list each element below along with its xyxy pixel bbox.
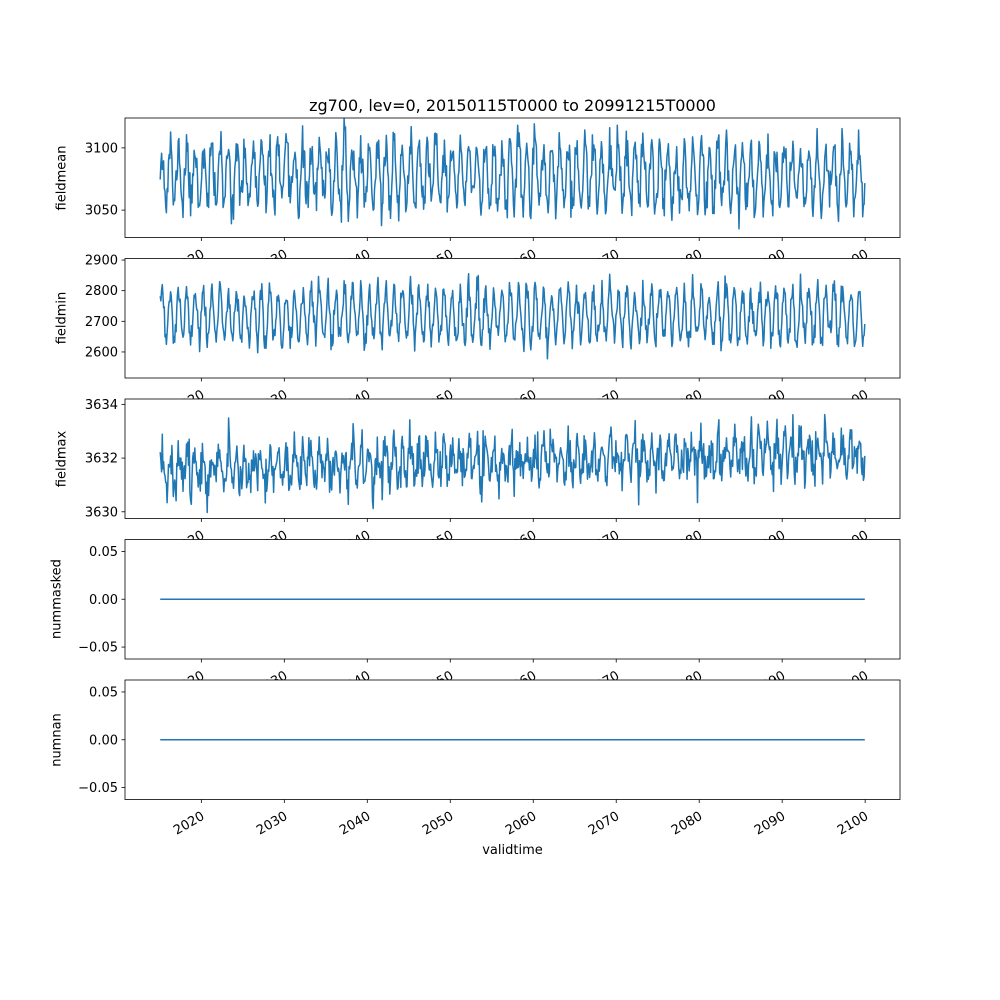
subplot-fieldmax: 3630363236342020203020402050206020702080… <box>85 398 901 558</box>
y-tick-label: −0.05 <box>78 781 118 796</box>
x-tick-label: 2030 <box>254 809 290 839</box>
x-tick-label: 2080 <box>669 809 705 839</box>
series-line <box>159 118 866 230</box>
y-tick-label: 0.00 <box>89 593 118 608</box>
x-tick-label: 2040 <box>337 809 373 839</box>
subplot-numnan: −0.05 0.00 0.05 2020 2030 2040 2050 2060 2070 208… <box>78 679 901 839</box>
ylabel-nummasked: nummasked <box>49 559 65 639</box>
x-tick-label: 2090 <box>752 809 788 839</box>
y-tick-label: 3100 <box>85 141 118 156</box>
y-tick-label: 0.05 <box>89 545 118 560</box>
series-line <box>159 413 866 514</box>
x-tick-label: 2020 <box>171 809 207 839</box>
y-tick-label: 2600 <box>85 345 118 360</box>
x-tick-label: 2070 <box>586 809 622 839</box>
x-axis-label: validtime <box>482 843 543 858</box>
y-tick-label: 3050 <box>85 204 118 219</box>
subplot-fieldmin: 2600270028002900202020302040205020602070… <box>85 254 901 417</box>
y-tick-label: −0.05 <box>78 641 118 656</box>
ylabel-numnan: numnan <box>49 713 65 767</box>
subplot-nummasked: −0.050.000.05202020302040205020602070208… <box>78 539 901 698</box>
y-tick-label: 2800 <box>85 284 118 299</box>
x-tick-label: 2060 <box>503 809 539 839</box>
series-line <box>159 272 866 360</box>
ylabel-fieldmax: fieldmax <box>54 430 70 488</box>
y-tick-label: 0.00 <box>89 733 118 748</box>
y-tick-label: 3632 <box>85 452 118 467</box>
y-tick-label: 2700 <box>85 315 118 330</box>
y-tick-label: 2900 <box>85 254 118 269</box>
subplot-fieldmean: 3050310020202030204020502060207020802090… <box>85 117 901 277</box>
ylabel-fieldmean: fieldmean <box>54 145 70 211</box>
y-tick-label: 3634 <box>85 398 118 413</box>
y-tick-label: 0.05 <box>89 685 118 700</box>
x-tick-label: 2100 <box>835 809 871 839</box>
x-tick-label: 2050 <box>420 809 456 839</box>
y-tick-label: 3630 <box>85 505 118 520</box>
chart-title: zg700, lev=0, 20150115T0000 to 20991215T… <box>309 96 716 115</box>
ylabel-fieldmin: fieldmin <box>54 291 70 345</box>
